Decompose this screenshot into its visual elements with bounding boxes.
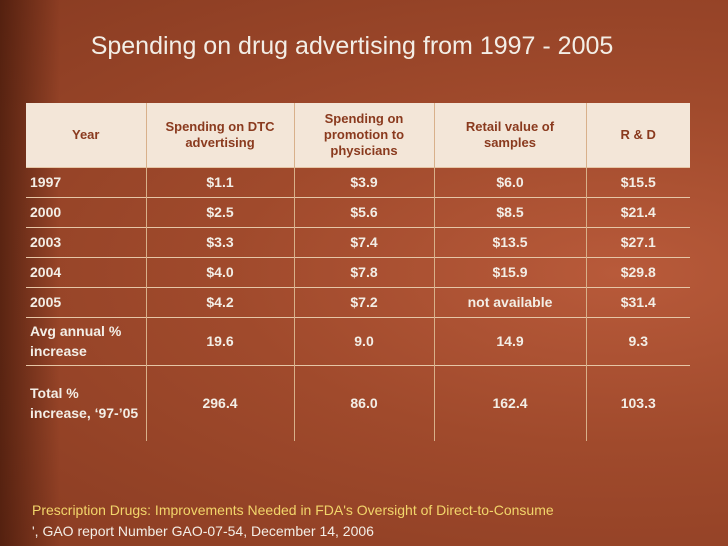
source-title: Prescription Drugs: Improvements Needed … <box>32 502 554 518</box>
cell-dtc: $1.1 <box>145 166 294 197</box>
source-citation: Prescription Drugs: Improvements Needed … <box>32 500 722 542</box>
row-label: 1997 <box>26 166 146 197</box>
header-dtc: Spending on DTC advertising <box>145 103 294 167</box>
cell-dtc: 19.6 <box>145 316 294 365</box>
spending-table: Year Spending on DTC advertising Spendin… <box>26 103 690 441</box>
cell-dtc: $2.5 <box>145 196 294 227</box>
cell-promotion: $7.2 <box>293 286 434 317</box>
source-details: ', GAO report Number GAO-07-54, December… <box>32 523 374 539</box>
row-label: Avg annual % increase <box>26 316 146 365</box>
row-label: 2005 <box>26 286 146 317</box>
cell-promotion: $7.4 <box>293 226 434 257</box>
header-samples: Retail value of samples <box>433 103 586 167</box>
table-row: Total % increase, ‘97-’05 296.4 86.0 162… <box>26 364 690 441</box>
cell-rnd: $27.1 <box>585 226 690 257</box>
table-row: 2005 $4.2 $7.2 not available $31.4 <box>26 286 690 317</box>
cell-rnd: 9.3 <box>585 316 690 365</box>
cell-samples: not available <box>433 286 586 317</box>
table-row: 1997 $1.1 $3.9 $6.0 $15.5 <box>26 166 690 197</box>
row-label: 2004 <box>26 256 146 287</box>
header-rnd: R & D <box>585 103 690 167</box>
header-year: Year <box>72 126 100 142</box>
cell-rnd: 103.3 <box>585 364 690 441</box>
cell-promotion: $7.8 <box>293 256 434 287</box>
cell-dtc: $3.3 <box>145 226 294 257</box>
cell-dtc: $4.2 <box>145 286 294 317</box>
cell-rnd: $21.4 <box>585 196 690 227</box>
cell-rnd: $31.4 <box>585 286 690 317</box>
cell-promotion: $5.6 <box>293 196 434 227</box>
cell-samples: 14.9 <box>433 316 586 365</box>
header-promotion: Spending on promotion to physicians <box>293 103 434 167</box>
table-row: 2003 $3.3 $7.4 $13.5 $27.1 <box>26 226 690 257</box>
row-label: 2003 <box>26 226 146 257</box>
slide-title: Spending on drug advertising from 1997 -… <box>90 32 614 60</box>
cell-samples: $6.0 <box>433 166 586 197</box>
table-header-row: Year Spending on DTC advertising Spendin… <box>26 103 690 167</box>
row-label: 2000 <box>26 196 146 227</box>
cell-promotion: $3.9 <box>293 166 434 197</box>
cell-samples: $8.5 <box>433 196 586 227</box>
cell-rnd: $15.5 <box>585 166 690 197</box>
cell-dtc: $4.0 <box>145 256 294 287</box>
cell-promotion: 9.0 <box>293 316 434 365</box>
cell-dtc: 296.4 <box>145 364 294 441</box>
table-row: 2000 $2.5 $5.6 $8.5 $21.4 <box>26 196 690 227</box>
table-row: 2004 $4.0 $7.8 $15.9 $29.8 <box>26 256 690 287</box>
cell-samples: 162.4 <box>433 364 586 441</box>
cell-samples: $15.9 <box>433 256 586 287</box>
cell-rnd: $29.8 <box>585 256 690 287</box>
cell-samples: $13.5 <box>433 226 586 257</box>
row-label: Total % increase, ‘97-’05 <box>26 364 146 441</box>
cell-promotion: 86.0 <box>293 364 434 441</box>
table-row: Avg annual % increase 19.6 9.0 14.9 9.3 <box>26 316 690 365</box>
